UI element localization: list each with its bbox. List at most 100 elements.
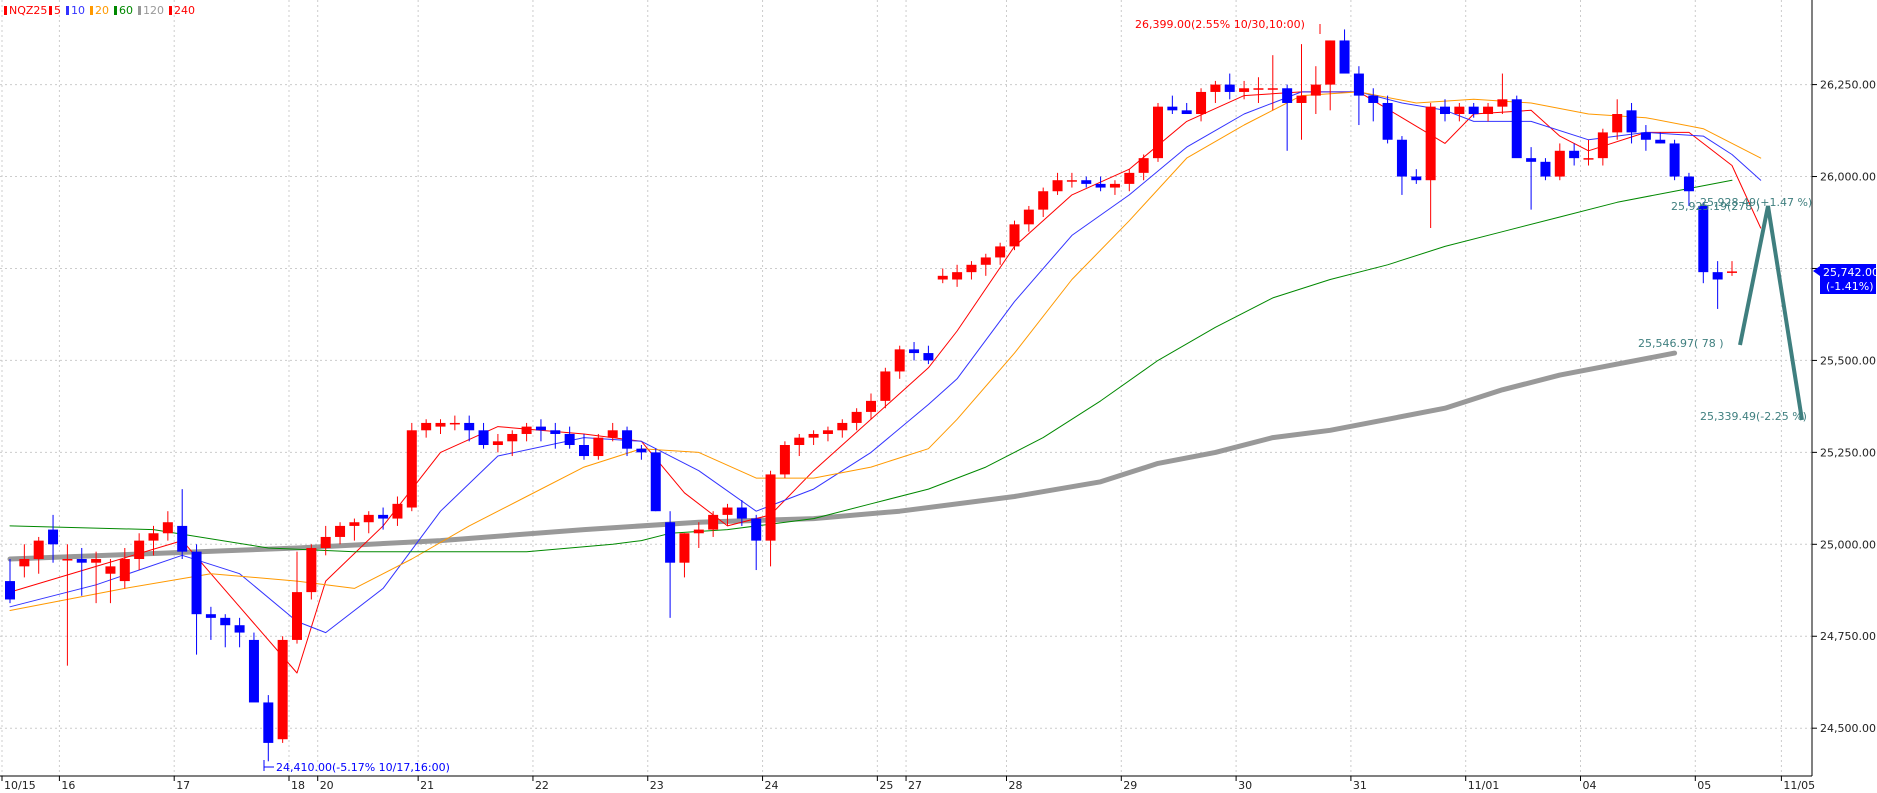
- x-tick-label: 29: [1123, 779, 1137, 792]
- candle-body: [277, 639, 288, 740]
- candle-body: [1095, 183, 1106, 188]
- annotations: 26,399.00(2.55% 10/30,10:00) 24,410.00(-…: [263, 18, 1877, 774]
- candle-body: [1038, 191, 1049, 210]
- candle-body: [564, 433, 575, 446]
- y-tick-label: 26,250.00: [1820, 79, 1876, 92]
- x-tick-label: 30: [1238, 779, 1252, 792]
- candle-body: [263, 702, 274, 743]
- candle-body: [579, 445, 589, 457]
- candle-body: [822, 430, 833, 434]
- candle-body: [1296, 95, 1307, 103]
- candle-body: [909, 349, 920, 354]
- x-tick-label: 20: [320, 779, 334, 792]
- projection-top-label: 25,928.49(+1.47 %): [1700, 196, 1812, 209]
- candle-body: [880, 371, 891, 401]
- x-tick-label: 11/05: [1783, 779, 1815, 792]
- candle-body: [708, 514, 719, 530]
- candle-body: [1683, 176, 1694, 192]
- candle-body: [177, 525, 188, 552]
- candle-body: [765, 474, 776, 541]
- candle-body: [320, 536, 331, 548]
- candle-body: [1009, 224, 1020, 247]
- candle-body: [492, 441, 503, 446]
- candle-body: [851, 411, 862, 423]
- candle-body: [1712, 272, 1723, 280]
- candle-body: [435, 422, 446, 427]
- candle-body: [234, 625, 245, 633]
- legend-swatch: [114, 6, 117, 15]
- x-tick-label: 05: [1697, 779, 1711, 792]
- candle-body: [952, 272, 963, 280]
- ma-line-20: [9, 91, 1762, 611]
- candle-body: [1425, 106, 1436, 181]
- candle-body: [1339, 40, 1350, 74]
- candle-body: [292, 592, 302, 640]
- legend-item: 120: [143, 4, 164, 17]
- candle-body: [894, 349, 905, 372]
- candle-body: [937, 275, 948, 280]
- x-tick-label: 18: [291, 779, 305, 792]
- candle-body: [1597, 132, 1608, 159]
- candle-body: [363, 514, 374, 523]
- candle-body: [1153, 106, 1163, 159]
- candle-body: [1267, 88, 1278, 90]
- candle-body: [837, 422, 848, 431]
- x-tick-label: 28: [1009, 779, 1023, 792]
- candle-body: [1081, 180, 1092, 184]
- candle-body: [1368, 95, 1379, 103]
- candle-body: [349, 522, 360, 526]
- candle-body: [521, 426, 532, 434]
- x-tick-label: 27: [908, 779, 922, 792]
- candle-body: [91, 559, 102, 563]
- candle-body: [1540, 161, 1551, 177]
- candle-body: [1583, 158, 1594, 160]
- candle-body: [794, 437, 805, 446]
- candle-body: [1167, 106, 1178, 111]
- current-price-box: [1820, 264, 1876, 294]
- x-tick-label: 22: [535, 779, 549, 792]
- candle-body: [1396, 139, 1407, 177]
- candle-body: [1196, 91, 1207, 115]
- candle-body: [1124, 172, 1135, 184]
- candle-body: [1066, 180, 1077, 182]
- candle-body: [1138, 158, 1149, 173]
- x-tick-label: 11/01: [1468, 779, 1500, 792]
- grid-layer: [0, 0, 1812, 776]
- y-tick-label: 26,000.00: [1820, 171, 1876, 184]
- candle-body: [736, 507, 747, 519]
- x-tick-label: 04: [1583, 779, 1597, 792]
- candle-body: [966, 264, 977, 273]
- candle-body: [205, 614, 216, 618]
- legend-item: 5: [54, 4, 61, 17]
- legend-swatch: [49, 6, 52, 15]
- candle-body: [1554, 150, 1565, 177]
- candle-body: [980, 257, 991, 265]
- candle-body: [1497, 99, 1508, 107]
- y-tick-label: 25,500.00: [1820, 354, 1876, 367]
- candle-body: [1454, 106, 1465, 115]
- candle-body: [1052, 180, 1063, 192]
- candle-body: [76, 559, 87, 563]
- candle-body: [48, 529, 59, 545]
- x-tick-label: 23: [650, 779, 664, 792]
- candle-body: [1569, 150, 1580, 159]
- projection-line: [1738, 205, 1804, 421]
- candle-body: [622, 430, 633, 449]
- candle-body: [1698, 205, 1709, 273]
- candle-body: [1655, 139, 1666, 144]
- candle-body: [1440, 106, 1450, 115]
- x-tick-label: 17: [176, 779, 190, 792]
- candle-body: [105, 566, 116, 574]
- x-tick-label: 21: [420, 779, 434, 792]
- candle-body: [535, 426, 546, 431]
- candle-body: [1023, 209, 1034, 225]
- candle-body: [1325, 40, 1336, 85]
- candle-body: [550, 430, 561, 434]
- y-tick-label: 25,000.00: [1820, 538, 1876, 551]
- high-label: 26,399.00(2.55% 10/30,10:00): [1135, 18, 1305, 31]
- candle-body: [1727, 271, 1737, 273]
- legend-item: 240: [174, 4, 195, 17]
- x-tick-label: 31: [1353, 779, 1367, 792]
- candle-body: [1109, 183, 1120, 188]
